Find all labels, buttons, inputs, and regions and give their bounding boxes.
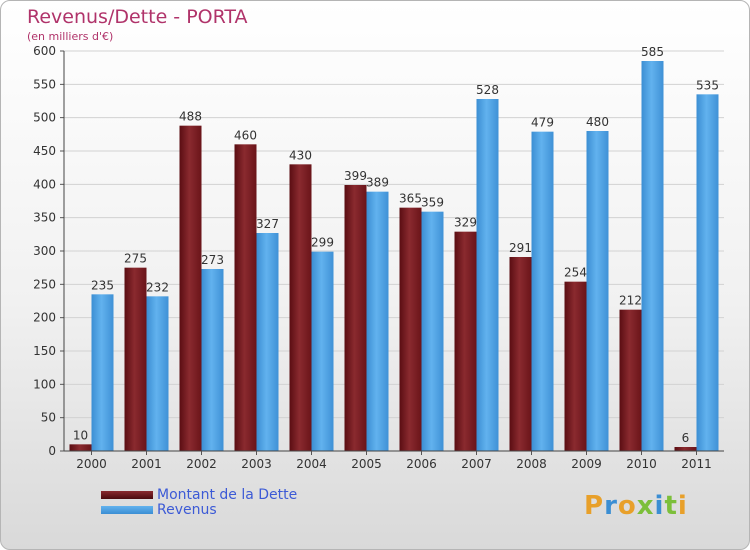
y-tick-label: 150 — [33, 344, 56, 358]
legend-swatch-revenus — [101, 505, 153, 514]
data-label: 365 — [399, 192, 422, 206]
logo-letter: o — [617, 491, 637, 521]
x-tick-label: 2009 — [571, 457, 602, 471]
y-tick-label: 450 — [33, 144, 56, 158]
proxiti-logo: Proxiti — [584, 491, 688, 521]
legend-label-dette: Montant de la Dette — [157, 486, 298, 503]
y-tick-label: 250 — [33, 277, 56, 291]
bar-revenus — [256, 233, 279, 451]
x-tick-label: 2000 — [76, 457, 107, 471]
data-label: 6 — [682, 431, 690, 445]
bar-dette — [234, 144, 257, 452]
y-tick-label: 500 — [33, 111, 56, 125]
logo-letter: i — [654, 491, 665, 521]
y-tick-label: 600 — [33, 44, 56, 58]
data-label: 10 — [73, 428, 88, 442]
y-tick-label: 300 — [33, 244, 56, 258]
x-tick-label: 2005 — [351, 457, 382, 471]
bar-revenus — [146, 296, 169, 451]
logo-letter: i — [677, 491, 688, 521]
data-label: 480 — [586, 115, 609, 129]
bar-dette — [619, 309, 642, 451]
y-tick-label: 100 — [33, 377, 56, 391]
bar-dette — [399, 207, 422, 451]
data-label: 479 — [531, 116, 554, 130]
bar-revenus — [91, 294, 114, 451]
bar-dette — [179, 125, 202, 452]
y-tick-label: 400 — [33, 177, 56, 191]
x-tick-label: 2011 — [681, 457, 712, 471]
x-tick-label: 2010 — [626, 457, 657, 471]
bar-revenus — [311, 251, 334, 451]
data-label: 535 — [696, 78, 719, 92]
bar-revenus — [421, 211, 444, 451]
bar-dette — [69, 444, 92, 451]
bar-dette — [674, 447, 697, 451]
y-tick-label: 200 — [33, 311, 56, 325]
data-label: 359 — [421, 196, 444, 210]
data-label: 430 — [289, 148, 312, 162]
chart-subtitle: (en milliers d'€) — [27, 30, 114, 43]
x-tick-label: 2002 — [186, 457, 217, 471]
data-label: 585 — [641, 45, 664, 59]
data-label: 460 — [234, 128, 257, 142]
chart-title: Revenus/Dette - PORTA — [27, 6, 248, 28]
x-tick-label: 2004 — [296, 457, 327, 471]
logo-letter: r — [604, 491, 618, 521]
x-tick-label: 2001 — [131, 457, 162, 471]
data-label: 299 — [311, 236, 334, 250]
legend-item-dette: Montant de la Dette — [101, 486, 298, 503]
bar-revenus — [366, 191, 389, 451]
logo-letter: t — [664, 491, 678, 521]
legend-swatch-dette — [101, 490, 153, 499]
bar-dette — [564, 281, 587, 451]
x-tick-label: 2007 — [461, 457, 492, 471]
data-label: 232 — [146, 280, 169, 294]
legend-label-revenus: Revenus — [157, 501, 217, 518]
bar-dette — [124, 267, 147, 451]
y-tick-label: 0 — [48, 444, 56, 458]
legend-item-revenus: Revenus — [101, 501, 297, 518]
x-tick-label: 2006 — [406, 457, 437, 471]
data-label: 389 — [366, 176, 389, 190]
data-label: 291 — [509, 241, 532, 255]
bar-dette — [289, 164, 312, 452]
bar-revenus — [531, 131, 554, 451]
y-tick-label: 350 — [33, 211, 56, 225]
data-label: 212 — [619, 294, 642, 308]
data-label: 528 — [476, 83, 499, 97]
logo-letter: x — [636, 491, 655, 521]
logo-letter: P — [584, 491, 605, 521]
bar-dette — [454, 231, 477, 451]
chart-legend: Montant de la Dette Revenus — [101, 486, 298, 518]
bar-revenus — [476, 99, 499, 451]
y-tick-label: 50 — [41, 411, 56, 425]
bar-revenus — [586, 131, 609, 451]
data-label: 399 — [344, 169, 367, 183]
data-label: 488 — [179, 110, 202, 124]
y-tick-label: 550 — [33, 77, 56, 91]
x-tick-label: 2003 — [241, 457, 272, 471]
bar-revenus — [201, 269, 224, 451]
data-label: 327 — [256, 217, 279, 231]
data-label: 329 — [454, 216, 477, 230]
data-label: 254 — [564, 266, 587, 280]
bar-revenus — [641, 61, 664, 451]
bar-revenus — [696, 94, 719, 451]
x-tick-label: 2008 — [516, 457, 547, 471]
data-label: 275 — [124, 252, 147, 266]
bar-dette — [509, 257, 532, 451]
data-label: 235 — [91, 278, 114, 292]
bar-dette — [344, 185, 367, 451]
data-label: 273 — [201, 253, 224, 267]
